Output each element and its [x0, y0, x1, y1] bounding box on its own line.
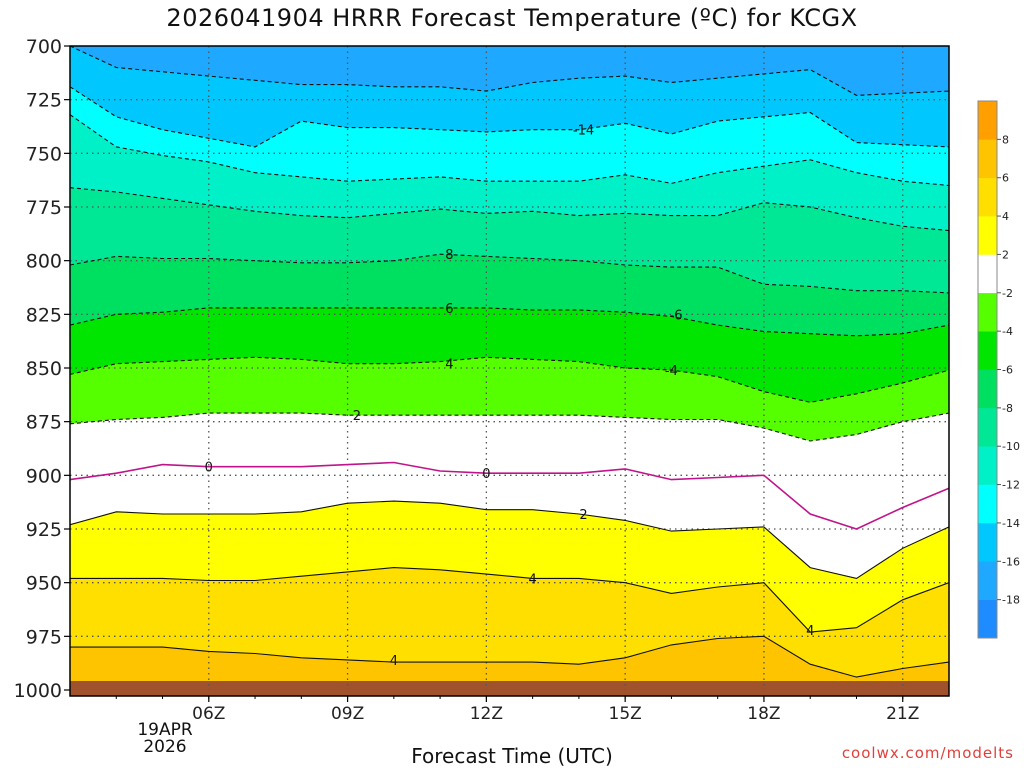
y-tick-label-900: 900	[26, 465, 62, 487]
contour-label-7: 0	[205, 461, 213, 476]
contour-label-2: 6	[445, 302, 453, 317]
plot-frame	[69, 45, 950, 697]
colorbar-label-1: -16	[1002, 555, 1020, 568]
date-day-month: 19APR	[137, 720, 193, 740]
y-tick-label-975: 975	[26, 626, 62, 648]
isotherm--2	[70, 412, 949, 442]
colorbar-label-0: -18	[1002, 594, 1020, 607]
y-tick-label-750: 750	[26, 143, 62, 165]
y-axis: 700 725 750 775 800 825 850 875 900 925 950 975 1000	[14, 36, 70, 702]
colorbar-swatch-10	[978, 216, 997, 255]
colorbar-swatch-0	[978, 599, 997, 639]
contour-label-8: 0	[482, 467, 490, 482]
y-tick-label-1000: 1000	[14, 680, 62, 702]
y-tick-label-725: 725	[26, 90, 62, 112]
contour-label-11: 4	[806, 624, 814, 639]
colorbar-swatch-12	[978, 139, 997, 179]
contour-label-12: 4	[390, 654, 398, 669]
x-tick-label-06Z: 06Z	[192, 704, 225, 724]
y-tick-label-925: 925	[26, 519, 62, 541]
y-tick-label-875: 875	[26, 412, 62, 434]
isotherm--6	[70, 307, 949, 337]
x-tick-label-12Z: 12Z	[470, 704, 503, 724]
contour-label-4: 4	[445, 358, 453, 373]
colorbar-label-5: -8	[1002, 402, 1013, 415]
contour-label-10: 4	[528, 572, 536, 587]
ground-surface	[70, 681, 949, 696]
contour-label-1: 8	[445, 248, 453, 263]
date-label: 19APR 2026	[130, 722, 200, 756]
grid-layer	[70, 46, 949, 690]
x-tick-label-15Z: 15Z	[609, 704, 642, 724]
colorbar-swatch-13	[978, 101, 997, 140]
isotherm-0	[70, 461, 949, 530]
isotherm--10	[70, 187, 949, 232]
colorbar-swatch-11	[978, 177, 997, 217]
colorbar-swatch-7	[978, 331, 997, 370]
contour-label-layer: -14 8 6 -6 4 -4 2 0 0 2 4 4 4	[205, 124, 815, 669]
colorbar-swatch-9	[978, 254, 997, 294]
y-tick-label-950: 950	[26, 573, 62, 595]
colorbar-swatch-6	[978, 369, 997, 409]
isotherm-4	[70, 567, 949, 633]
y-tick-label-700: 700	[26, 36, 62, 58]
colorbar-label-9: 2	[1002, 248, 1009, 261]
isotherm-2	[70, 500, 949, 579]
contour-label-9: 2	[579, 508, 587, 523]
x-tick-label-09Z: 09Z	[331, 704, 364, 724]
ground-layer	[70, 681, 949, 696]
contour-label-5: -4	[665, 364, 678, 379]
x-axis: 06Z 09Z 12Z 15Z 18Z 21Z	[115, 696, 919, 724]
credit-link[interactable]: coolwx.com/modelts	[841, 744, 1014, 762]
colorbar-swatch-5	[978, 407, 997, 447]
y-tick-label-800: 800	[26, 251, 62, 273]
colorbar: -18 -16 -14 -12 -10 -8 -6 -4 -2 2 4 6 8	[977, 100, 1020, 639]
date-year: 2026	[143, 737, 187, 757]
colorbar-swatch-1	[978, 561, 997, 600]
isotherm--8	[70, 253, 949, 294]
colorbar-label-10: 4	[1002, 210, 1009, 223]
y-tick-label-775: 775	[26, 197, 62, 219]
isotherm--12	[70, 114, 949, 187]
colorbar-label-12: 8	[1002, 133, 1009, 146]
colorbar-swatch-2	[978, 522, 997, 562]
contour-label-6: 2	[353, 409, 361, 424]
colorbar-swatch-8	[978, 292, 997, 332]
contour-label-3: -6	[670, 308, 683, 323]
colorbar-label-6: -6	[1002, 364, 1013, 377]
isotherm-layer	[70, 46, 949, 678]
x-tick-label-21Z: 21Z	[886, 704, 919, 724]
colorbar-swatch-3	[978, 484, 997, 524]
colorbar-swatch-4	[978, 446, 997, 485]
isotherm--4	[70, 356, 949, 403]
colorbar-label-2: -14	[1002, 517, 1020, 530]
temperature-fill-layer	[70, 46, 949, 696]
contour-label-0: -14	[573, 124, 594, 139]
y-tick-label-825: 825	[26, 304, 62, 326]
colorbar-label-8: -2	[1002, 287, 1013, 300]
colorbar-label-3: -12	[1002, 479, 1020, 492]
x-tick-label-18Z: 18Z	[747, 704, 780, 724]
x-axis-label: Forecast Time (UTC)	[411, 744, 613, 768]
chart-title: 2026041904 HRRR Forecast Temperature (ºC…	[166, 4, 858, 32]
isotherm-6	[70, 635, 949, 678]
y-tick-label-850: 850	[26, 358, 62, 380]
colorbar-label-4: -10	[1002, 440, 1020, 453]
colorbar-label-7: -4	[1002, 325, 1013, 338]
colorbar-label-11: 6	[1002, 172, 1009, 185]
